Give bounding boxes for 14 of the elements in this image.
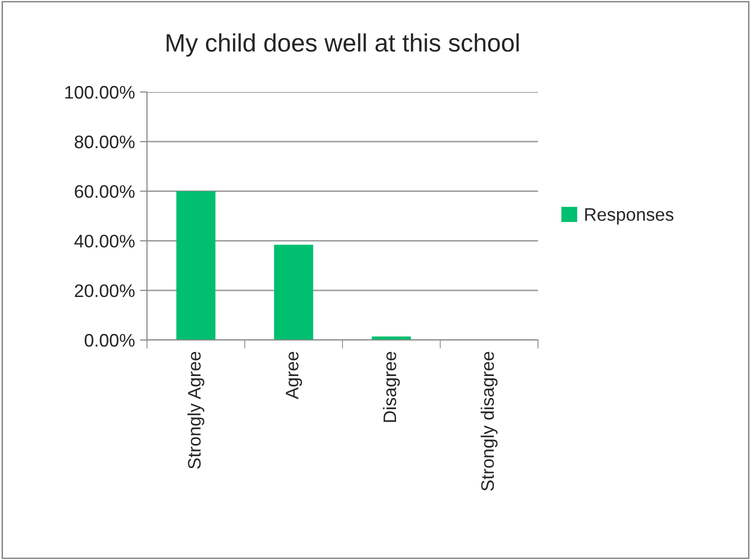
x-tick-label: Strongly Agree bbox=[187, 352, 204, 469]
legend-label: Responses bbox=[585, 208, 674, 224]
y-tick-label: 20.00% bbox=[74, 284, 135, 298]
x-tick-label: Strongly disagree bbox=[480, 352, 498, 491]
bar bbox=[274, 244, 314, 340]
bar bbox=[176, 191, 216, 340]
x-tick-label: Disagree bbox=[382, 352, 400, 422]
y-tick-label: 0.00% bbox=[84, 334, 135, 347]
y-tick-label: 40.00% bbox=[74, 234, 135, 248]
y-tick-label: 80.00% bbox=[74, 136, 135, 148]
y-tick-label: 100.00% bbox=[65, 86, 135, 99]
chart-title: My child does well at this school bbox=[166, 33, 519, 57]
x-tick-label: Agree bbox=[286, 352, 302, 400]
y-tick-label: 60.00% bbox=[74, 185, 135, 198]
